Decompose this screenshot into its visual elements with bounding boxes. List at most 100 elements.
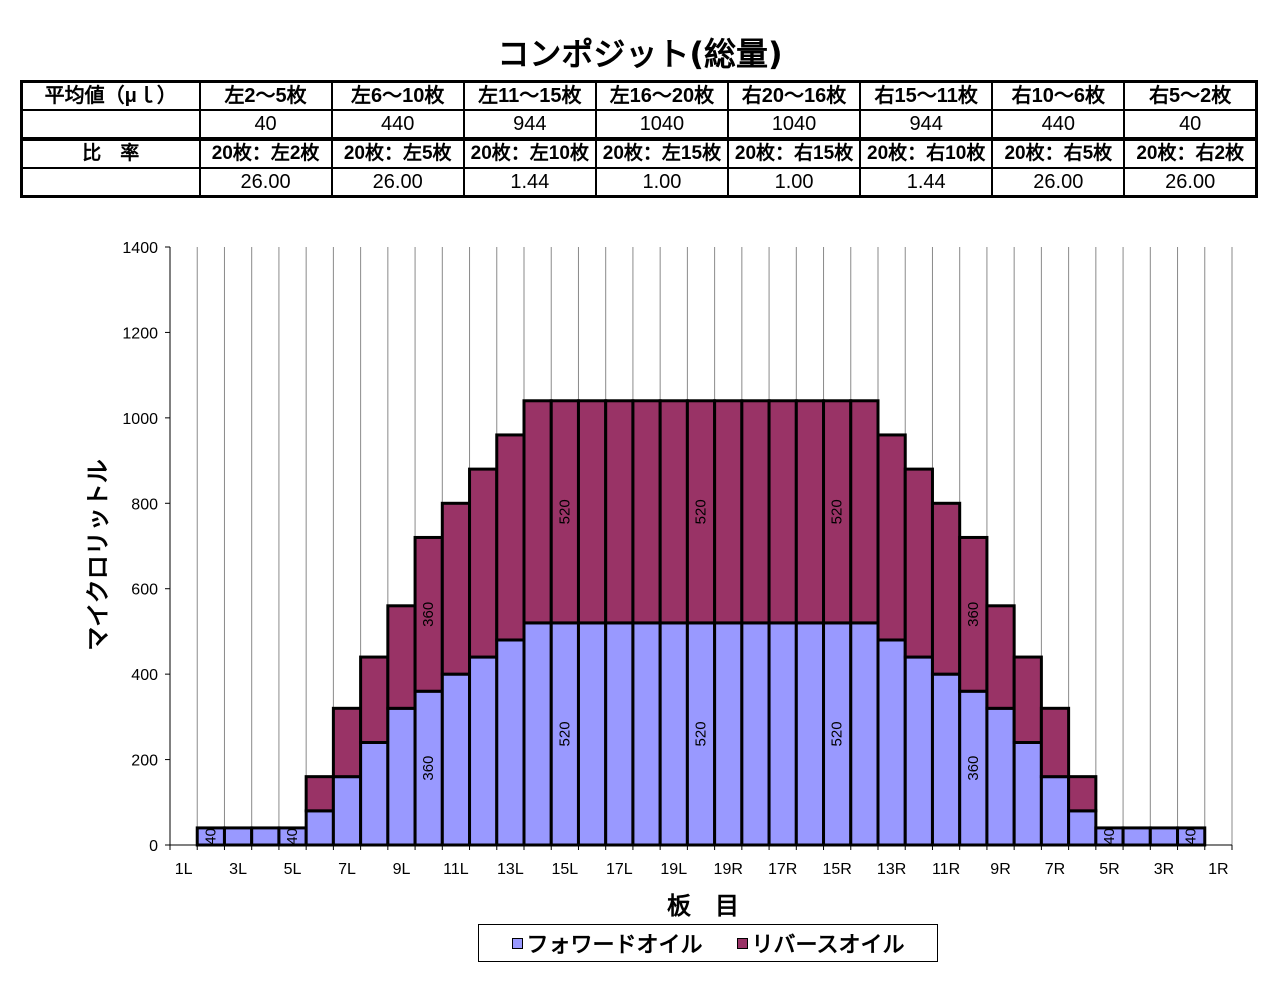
bar-forward-oil: [876, 638, 907, 847]
data-label: 520: [556, 721, 573, 746]
group-header-cell: 左16～20枚: [594, 80, 730, 111]
bar-forward-oil: [250, 826, 281, 847]
bar-forward-oil: [1121, 826, 1152, 847]
bar-reverse-oil: [468, 467, 499, 659]
legend-item-reverse-oil: リバースオイル: [736, 927, 905, 959]
ratio-header-cell: 20枚：左5枚: [330, 138, 465, 169]
data-label: 360: [420, 602, 437, 627]
bar-forward-oil: [331, 775, 363, 847]
ratio-header-cell: 20枚：右2枚: [1123, 138, 1258, 169]
average-value-cell: 944: [462, 109, 597, 141]
x-tick-label: 7R: [1045, 861, 1065, 878]
bar-reverse-oil: [849, 399, 880, 625]
bar-reverse-oil: [740, 399, 771, 625]
bar-reverse-oil: [658, 399, 689, 625]
group-header-cell: 右15～11枚: [859, 80, 994, 111]
bar-reverse-oil: [631, 399, 662, 625]
average-value-cell: 440: [330, 109, 465, 141]
table-row-ratio-values: 26.00 26.00 1.44 1.00 1.00 1.44 26.00 26…: [20, 167, 1258, 198]
bar-forward-oil: [1039, 775, 1071, 847]
bar-forward-oil: [222, 826, 254, 847]
ratio-header-cell: 20枚：左15枚: [594, 138, 730, 169]
table-row-average-header: 平均値（μｌ） 左2～5枚 左6～10枚 左11～15枚 左16～20枚 右20…: [20, 80, 1258, 111]
bar-reverse-oil: [386, 604, 417, 710]
x-tick-label: 13L: [497, 861, 524, 878]
bar-forward-oil: [468, 655, 499, 847]
y-tick-label: 1200: [122, 325, 158, 342]
data-label: 360: [420, 756, 437, 781]
x-tick-label: 17L: [606, 861, 633, 878]
data-label: 520: [829, 721, 846, 746]
bar-forward-oil: [713, 621, 744, 847]
x-tick-label: 3L: [229, 861, 247, 878]
x-tick-label: 17R: [768, 861, 797, 878]
data-label: 520: [829, 499, 846, 524]
average-value-cell: 40: [198, 109, 333, 141]
data-label: 520: [556, 499, 573, 524]
summary-table: 平均値（μｌ） 左2～5枚 左6～10枚 左11～15枚 左16～20枚 右20…: [20, 80, 1258, 198]
legend-item-forward-oil: フォワードオイル: [511, 927, 703, 959]
bar-forward-oil: [631, 621, 662, 847]
data-label: 360: [965, 756, 982, 781]
group-header-cell: 右10～6枚: [991, 80, 1126, 111]
bar-forward-oil: [304, 809, 335, 847]
group-header-cell: 右20～16枚: [726, 80, 862, 111]
y-tick-label: 1400: [122, 240, 158, 257]
ratio-header-cell: 20枚：左2枚: [198, 138, 333, 169]
bar-forward-oil: [1012, 740, 1043, 847]
table-row-ratio-header: 比 率 20枚：左2枚 20枚：左5枚 20枚：左10枚 20枚：左15枚 20…: [20, 138, 1258, 169]
ratio-value-cell: 1.44: [462, 167, 597, 198]
group-header-cell: 左2～5枚: [198, 80, 333, 111]
x-tick-label: 15R: [822, 861, 851, 878]
bar-reverse-oil: [359, 655, 390, 744]
bar-forward-oil: [440, 672, 472, 847]
group-header-cell: 右5～2枚: [1123, 80, 1258, 111]
bar-forward-oil: [985, 706, 1016, 847]
x-tick-label: 1L: [175, 861, 193, 878]
bar-forward-oil: [604, 621, 635, 847]
bar-reverse-oil: [549, 399, 580, 625]
average-value-cell: 944: [859, 109, 994, 141]
empty-cell: [20, 109, 201, 141]
bar-forward-oil: [495, 638, 526, 847]
x-tick-label: 11L: [443, 861, 469, 878]
bar-reverse-oil: [604, 399, 635, 625]
empty-cell: [20, 167, 201, 198]
bar-forward-oil: [849, 621, 880, 847]
x-tick-label: 5L: [284, 861, 302, 878]
y-tick-label: 600: [131, 582, 158, 599]
group-header-cell: 左6～10枚: [330, 80, 465, 111]
ratio-value-cell: 26.00: [198, 167, 333, 198]
ratio-header-cell: 20枚：左10枚: [462, 138, 597, 169]
y-tick-label: 400: [131, 667, 158, 684]
bar-forward-oil: [1148, 826, 1180, 847]
bar-reverse-oil: [331, 706, 363, 779]
ratio-value-cell: 26.00: [330, 167, 465, 198]
bar-forward-oil: [576, 621, 608, 847]
bar-reverse-oil: [794, 399, 826, 625]
x-tick-label: 5R: [1099, 861, 1119, 878]
chart-title: コンポジット(総量): [497, 35, 783, 73]
bar-reverse-oil: [440, 501, 472, 676]
legend-swatch-reverse-oil: [736, 937, 748, 949]
legend-label-reverse-oil: リバースオイル: [751, 933, 905, 958]
bar-reverse-oil: [985, 604, 1016, 710]
x-tick-label: 3R: [1154, 861, 1174, 878]
bar-forward-oil: [522, 621, 553, 847]
ratio-value-cell: 1.00: [726, 167, 862, 198]
y-tick-label: 800: [131, 496, 158, 513]
ratio-value-cell: 26.00: [991, 167, 1126, 198]
legend-label-forward-oil: フォワードオイル: [526, 933, 703, 958]
x-axis-title: 板 目: [667, 892, 739, 920]
bar-forward-oil: [930, 672, 962, 847]
bar-reverse-oil: [713, 399, 744, 625]
bar-reverse-oil: [576, 399, 608, 625]
legend: フォワードオイル リバースオイル: [478, 924, 938, 962]
x-tick-label: 1R: [1208, 861, 1228, 878]
bar-forward-oil: [359, 740, 390, 847]
plot-area: 0 200 400 600 800 1000 1200 1400 1L 3L 5L 7L 9L 11L 13…: [122, 240, 1233, 878]
bar-forward-oil: [658, 621, 689, 847]
bar-reverse-oil: [1067, 775, 1098, 813]
y-tick-label: 1000: [122, 411, 158, 428]
bar-forward-oil: [740, 621, 771, 847]
